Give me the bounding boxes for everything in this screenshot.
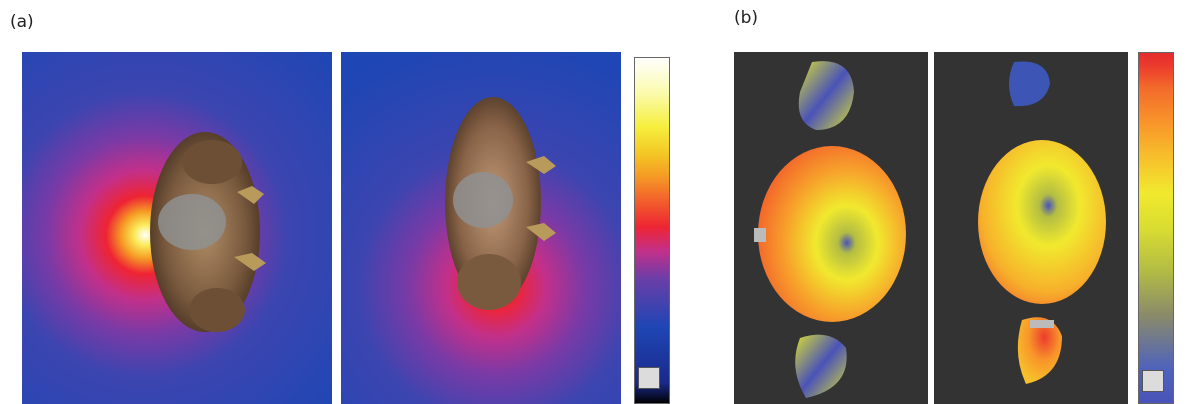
body-model — [150, 132, 266, 332]
section-middle-2 — [978, 140, 1106, 304]
body-model-2 — [445, 97, 556, 310]
panel-label-a: (a) — [10, 12, 34, 32]
section-bottom — [795, 334, 847, 398]
section-top — [798, 61, 854, 131]
colorbar-a-icon — [638, 367, 660, 389]
panel-b-image-2 — [934, 52, 1128, 404]
section-middle — [758, 146, 906, 322]
panel-b-image-1 — [734, 52, 928, 404]
colorbar-b-icon — [1142, 370, 1164, 392]
section-bottom-2 — [1017, 317, 1062, 384]
colorbar-a — [634, 57, 670, 404]
panel-a-image-2 — [341, 52, 621, 404]
colorbar-b — [1138, 52, 1174, 404]
panel-label-b: (b) — [734, 8, 759, 28]
panel-a-image-1 — [22, 52, 332, 404]
section-top-2 — [1009, 61, 1050, 107]
